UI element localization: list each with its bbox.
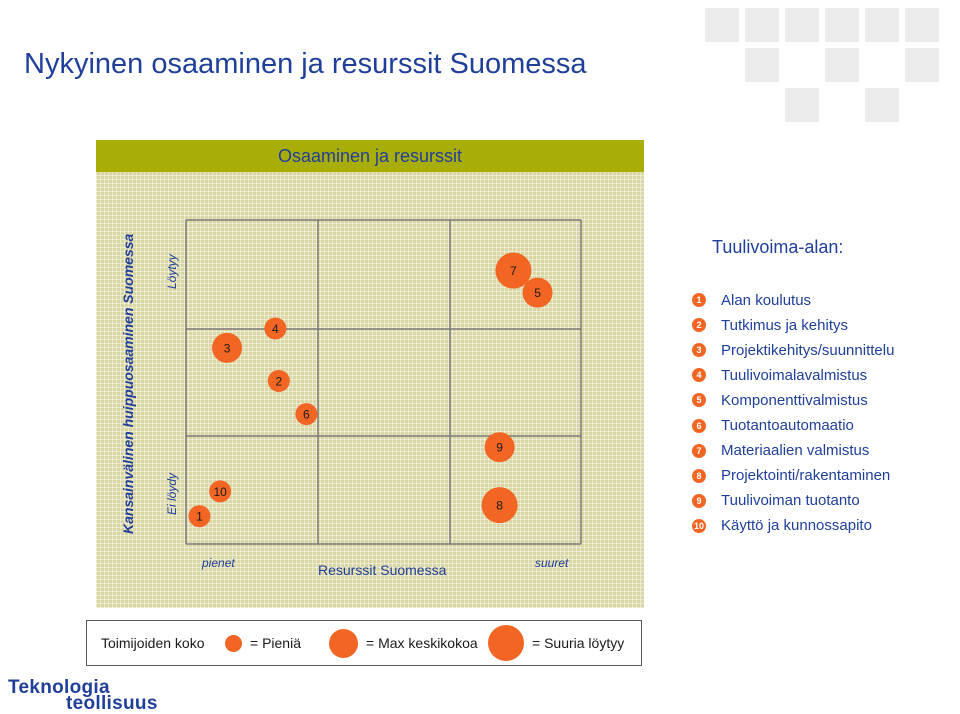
small-dot-icon xyxy=(225,634,242,652)
point-label: 1 xyxy=(196,510,203,524)
point-label: 9 xyxy=(496,441,503,455)
size-key-label: Toimijoiden koko xyxy=(101,635,205,651)
medium-dot-icon xyxy=(329,628,358,658)
point-marker xyxy=(484,432,515,463)
legend-item: 6 Tuotantoautomaatio xyxy=(692,417,854,435)
legend-item: 5 Komponenttivalmistus xyxy=(692,391,868,409)
point-marker xyxy=(188,505,211,528)
point-marker xyxy=(495,252,532,289)
point-4: 4 xyxy=(264,317,287,340)
x-tick-high: suuret xyxy=(535,556,569,570)
logo-line-2: teollisuus xyxy=(66,693,158,714)
point-1: 1 xyxy=(188,505,211,528)
legend-item: 3 Projektikehitys/suunnittelu xyxy=(692,341,894,359)
legend-number-icon: 2 xyxy=(692,318,706,333)
legend-number-icon: 6 xyxy=(692,418,706,433)
legend-number-icon: 5 xyxy=(692,393,706,408)
legend-title: Tuulivoima-alan: xyxy=(712,237,844,257)
points-layer: 1 2 3 4 5 6 7 8 9 10 xyxy=(188,252,553,528)
point-8: 8 xyxy=(481,487,518,524)
logo: Teknologia teollisuus xyxy=(8,678,158,713)
legend-label: Materiaalien valmistus xyxy=(721,442,870,460)
legend-number-icon: 4 xyxy=(692,368,706,383)
point-label: 5 xyxy=(534,286,541,300)
point-marker xyxy=(267,369,290,392)
legend-item: 1 Alan koulutus xyxy=(692,291,811,309)
point-marker xyxy=(264,317,287,340)
quadrant-grid xyxy=(185,219,582,545)
size-key-medium: = Max keskikokoa xyxy=(329,621,478,665)
point-label: 4 xyxy=(272,322,279,336)
logo-line-1: Teknologia xyxy=(8,677,110,698)
point-label: 2 xyxy=(275,374,282,388)
legend-label: Komponenttivalmistus xyxy=(721,391,868,409)
size-key: Toimijoiden koko = Pieniä = Max keskikok… xyxy=(86,620,642,666)
point-marker xyxy=(209,480,232,503)
legend-label: Alan koulutus xyxy=(721,291,812,309)
size-key-large-label: = Suuria löytyy xyxy=(532,635,625,651)
point-2: 2 xyxy=(267,369,290,392)
legend-item: 2 Tutkimus ja kehitys xyxy=(692,316,848,334)
point-10: 10 xyxy=(209,480,232,503)
legend-item: 8 Projektointi/rakentaminen xyxy=(692,467,890,485)
point-label: 6 xyxy=(303,408,310,422)
legend-label: Käyttö ja kunnossapito xyxy=(721,517,872,535)
size-key-small: = Pieniä xyxy=(225,621,301,665)
legend-label: Tuulivoimalavalmistus xyxy=(721,366,868,384)
point-3: 3 xyxy=(212,332,243,363)
chart-title: Osaaminen ja resurssit xyxy=(96,140,644,172)
x-tick-low: pienet xyxy=(201,556,235,570)
point-9: 9 xyxy=(484,432,515,463)
size-key-large: = Suuria löytyy xyxy=(488,621,624,665)
legend-number-icon: 1 xyxy=(692,293,706,307)
legend-label: Tuotantoautomaatio xyxy=(721,417,854,434)
legend-number-icon: 3 xyxy=(692,343,706,358)
size-key-small-label: = Pieniä xyxy=(250,635,301,651)
x-axis-label: Resurssit Suomessa xyxy=(318,562,447,578)
y-tick-high: Löytyy xyxy=(165,253,179,289)
legend-number-icon: 8 xyxy=(692,468,706,483)
legend-item: 4 Tuulivoimalavalmistus xyxy=(692,366,867,384)
legend-number-icon: 7 xyxy=(692,443,706,458)
legend-number-icon: 9 xyxy=(692,493,706,508)
point-6: 6 xyxy=(295,403,318,426)
legend-label: Tuulivoiman tuotanto xyxy=(721,492,860,510)
page-title: Nykyinen osaaminen ja resurssit Suomessa xyxy=(24,48,587,80)
y-tick-low: Ei löydy xyxy=(165,472,179,515)
size-key-medium-label: = Max keskikokoa xyxy=(366,635,478,651)
legend-item: 10 Käyttö ja kunnossapito xyxy=(692,517,872,535)
large-dot-icon xyxy=(488,625,524,661)
point-marker xyxy=(481,487,518,524)
point-marker xyxy=(295,403,318,426)
legend-number-icon: 10 xyxy=(692,518,706,533)
chart-panel xyxy=(96,140,644,608)
matrix-chart: Kansainvälinen huippuosaaminen Suomessa … xyxy=(120,219,582,578)
point-label: 7 xyxy=(510,264,517,278)
legend-label: Tutkimus ja kehitys xyxy=(721,316,848,334)
legend-label: Projektikehitys/suunnittelu xyxy=(721,341,895,359)
legend-item: 7 Materiaalien valmistus xyxy=(692,442,869,460)
y-axis-label: Kansainvälinen huippuosaaminen Suomessa xyxy=(120,233,136,534)
legend-item: 9 Tuulivoiman tuotanto xyxy=(692,492,860,510)
point-7: 7 xyxy=(495,252,532,289)
point-label: 3 xyxy=(224,341,231,355)
point-label: 10 xyxy=(213,485,227,499)
legend-label: Projektointi/rakentaminen xyxy=(721,467,891,485)
point-5: 5 xyxy=(522,277,553,308)
point-marker xyxy=(522,277,553,308)
point-label: 8 xyxy=(496,499,503,513)
point-marker xyxy=(212,332,243,363)
